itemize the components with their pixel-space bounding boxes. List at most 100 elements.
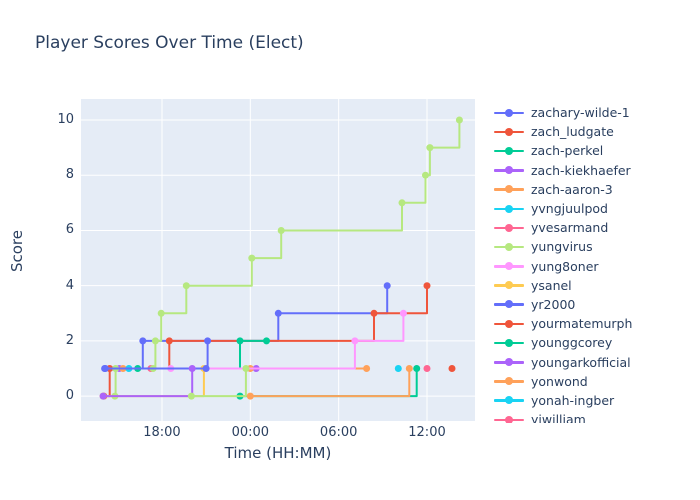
x-tick-label: 00:00: [231, 425, 270, 440]
legend-swatch-icon: [494, 415, 524, 423]
data-point: [405, 365, 413, 372]
legend-swatch-icon: [494, 281, 524, 290]
y-tick-label: 0: [65, 388, 74, 404]
x-tick-label: 06:00: [319, 425, 358, 440]
legend-swatch-icon: [494, 338, 524, 347]
legend: zachary-wilde-1 zach_ludgate zach-perkel za…: [494, 103, 694, 423]
chart-title: Player Scores Over Time (Elect): [35, 33, 304, 53]
y-tick-label: 4: [65, 277, 74, 293]
data-point: [274, 309, 282, 317]
data-point: [426, 144, 434, 152]
legend-label: zach-perkel: [531, 143, 604, 159]
data-point: [455, 116, 463, 124]
data-point: [370, 309, 378, 317]
legend-swatch-icon: [494, 319, 524, 328]
legend-label: yourmatemurph: [531, 316, 633, 332]
legend-item-yourmatemurph[interactable]: yourmatemurph: [494, 314, 694, 333]
legend-swatch-icon: [494, 108, 524, 117]
data-point: [248, 254, 256, 262]
legend-item-yonwond[interactable]: yonwond: [494, 372, 694, 391]
legend-swatch-icon: [494, 262, 524, 271]
legend-label: yvngjuulpod: [531, 201, 608, 217]
legend-label: yungvirus: [531, 239, 593, 255]
legend-item-zach-perkel[interactable]: zach-perkel: [494, 141, 694, 160]
data-point: [383, 282, 391, 290]
data-point: [157, 309, 165, 317]
y-axis-title: Score: [8, 230, 26, 273]
data-point: [188, 365, 196, 372]
y-tick-label: 2: [65, 332, 74, 348]
legend-item-younggcorey[interactable]: younggcorey: [494, 333, 694, 352]
legend-label: yiwilliam: [531, 412, 586, 423]
data-point: [101, 365, 109, 372]
data-point: [422, 171, 429, 179]
x-tick-label: 18:00: [143, 425, 181, 440]
legend-item-yung8oner[interactable]: yung8oner: [494, 257, 694, 276]
legend-label: zachary-wilde-1: [531, 105, 630, 121]
legend-swatch-icon: [494, 223, 524, 232]
data-point: [202, 365, 210, 372]
data-point: [398, 199, 406, 207]
data-point: [165, 337, 173, 345]
legend-swatch-icon: [494, 146, 524, 155]
legend-label: zach-aaron-3: [531, 181, 613, 197]
data-point: [246, 392, 254, 400]
legend-item-zach-kiekhaefer[interactable]: zach-kiekhaefer: [494, 161, 694, 180]
data-point: [151, 337, 159, 345]
data-point: [263, 337, 270, 345]
data-point: [204, 337, 212, 345]
legend-item-yvesarmand[interactable]: yvesarmand: [494, 218, 694, 237]
legend-swatch-icon: [494, 242, 524, 251]
y-tick-label: 10: [57, 111, 74, 127]
data-point: [187, 392, 195, 400]
data-point: [423, 282, 431, 290]
legend-item-yungvirus[interactable]: yungvirus: [494, 237, 694, 256]
legend-swatch-icon: [494, 185, 524, 194]
y-tick-label: 8: [65, 167, 74, 183]
data-point: [277, 227, 285, 234]
data-point: [99, 392, 107, 400]
y-tick-label: 6: [65, 222, 74, 238]
legend-item-youngarkofficial[interactable]: youngarkofficial: [494, 352, 694, 371]
data-point: [139, 337, 147, 345]
data-point: [399, 309, 407, 317]
legend-label: younggcorey: [531, 335, 613, 351]
data-point: [413, 365, 421, 372]
legend-swatch-icon: [494, 166, 524, 175]
series-line-unlabeled: [191, 368, 247, 398]
legend-label: zach_ludgate: [531, 124, 614, 140]
legend-item-yiwilliam[interactable]: yiwilliam: [494, 410, 694, 423]
legend-item-yvngjuulpod[interactable]: yvngjuulpod: [494, 199, 694, 218]
legend-swatch-icon: [494, 204, 524, 213]
legend-label: zach-kiekhaefer: [531, 162, 631, 178]
x-axis-title: Time (HH:MM): [224, 444, 332, 462]
legend-item-yonah-ingber[interactable]: yonah-ingber: [494, 391, 694, 410]
data-point: [182, 282, 190, 290]
legend-swatch-icon: [494, 377, 524, 386]
legend-label: youngarkofficial: [531, 354, 631, 370]
legend-item-ysanel[interactable]: ysanel: [494, 276, 694, 295]
x-tick-label: 12:00: [408, 425, 446, 440]
legend-item-yr2000[interactable]: yr2000: [494, 295, 694, 314]
legend-label: yvesarmand: [531, 220, 609, 236]
legend-label: yr2000: [531, 296, 576, 312]
legend-item-zachary-wilde-1[interactable]: zachary-wilde-1: [494, 103, 694, 122]
legend-swatch-icon: [494, 127, 524, 136]
data-point: [236, 337, 244, 345]
legend-swatch-icon: [494, 358, 524, 367]
data-point: [448, 365, 456, 372]
legend-label: yonwond: [531, 373, 588, 389]
data-point: [423, 365, 431, 372]
legend-item-zach_ludgate[interactable]: zach_ludgate: [494, 122, 694, 141]
legend-swatch-icon: [494, 300, 524, 309]
data-point: [394, 365, 402, 372]
data-point: [242, 365, 250, 372]
legend-swatch-icon: [494, 396, 524, 405]
legend-label: ysanel: [531, 277, 572, 293]
series-line-yonwond: [250, 368, 411, 398]
legend-label: yonah-ingber: [531, 392, 615, 408]
legend-item-zach-aaron-3[interactable]: zach-aaron-3: [494, 180, 694, 199]
data-point: [363, 365, 371, 372]
